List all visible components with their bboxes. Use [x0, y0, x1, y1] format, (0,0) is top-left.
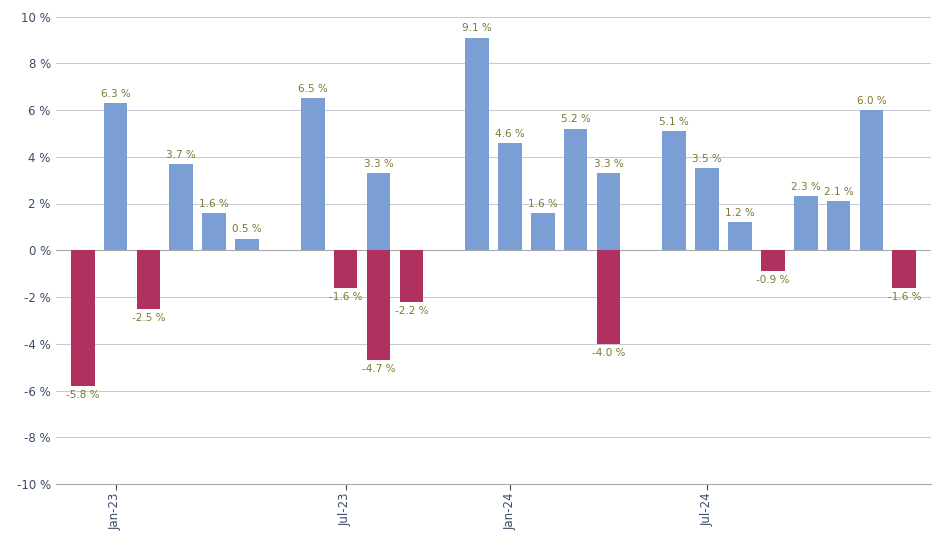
Text: 2.1 %: 2.1 % — [823, 187, 854, 197]
Text: 9.1 %: 9.1 % — [462, 23, 492, 34]
Bar — [465, 37, 489, 250]
Bar — [103, 103, 128, 250]
Bar — [597, 250, 620, 344]
Text: 3.7 %: 3.7 % — [166, 150, 196, 160]
Text: 1.6 %: 1.6 % — [199, 199, 229, 208]
Bar — [696, 168, 719, 250]
Bar — [367, 250, 390, 360]
Text: 6.0 %: 6.0 % — [856, 96, 886, 106]
Text: -2.2 %: -2.2 % — [395, 306, 428, 316]
Bar — [202, 213, 226, 250]
Bar — [728, 222, 752, 250]
Bar — [531, 213, 555, 250]
Text: -1.6 %: -1.6 % — [887, 292, 921, 302]
Text: 3.5 %: 3.5 % — [692, 154, 722, 164]
Bar — [367, 173, 390, 250]
Text: 5.2 %: 5.2 % — [561, 114, 590, 124]
Text: -0.9 %: -0.9 % — [756, 276, 790, 285]
Text: 6.5 %: 6.5 % — [298, 84, 328, 94]
Bar — [169, 164, 193, 250]
Bar — [597, 173, 620, 250]
Bar — [859, 110, 884, 250]
Bar — [334, 250, 357, 288]
Bar — [564, 129, 588, 250]
Bar — [136, 250, 160, 309]
Bar — [663, 131, 686, 250]
Text: 1.6 %: 1.6 % — [528, 199, 557, 208]
Bar — [761, 250, 785, 271]
Text: 2.3 %: 2.3 % — [791, 182, 821, 192]
Text: -5.8 %: -5.8 % — [66, 390, 100, 400]
Text: 5.1 %: 5.1 % — [659, 117, 689, 127]
Bar — [794, 196, 818, 250]
Text: -2.5 %: -2.5 % — [132, 313, 165, 323]
Text: 6.3 %: 6.3 % — [101, 89, 131, 99]
Bar — [827, 201, 851, 250]
Bar — [235, 239, 258, 250]
Bar — [892, 250, 916, 288]
Text: 0.5 %: 0.5 % — [232, 224, 262, 234]
Bar — [400, 250, 423, 301]
Text: -1.6 %: -1.6 % — [329, 292, 362, 302]
Bar — [70, 250, 95, 386]
Bar — [301, 98, 324, 250]
Text: 1.2 %: 1.2 % — [725, 208, 755, 218]
Text: 3.3 %: 3.3 % — [364, 159, 393, 169]
Text: 4.6 %: 4.6 % — [495, 129, 525, 139]
Bar — [498, 143, 522, 250]
Text: -4.7 %: -4.7 % — [362, 364, 395, 375]
Text: -4.0 %: -4.0 % — [592, 348, 625, 358]
Text: 3.3 %: 3.3 % — [594, 159, 623, 169]
